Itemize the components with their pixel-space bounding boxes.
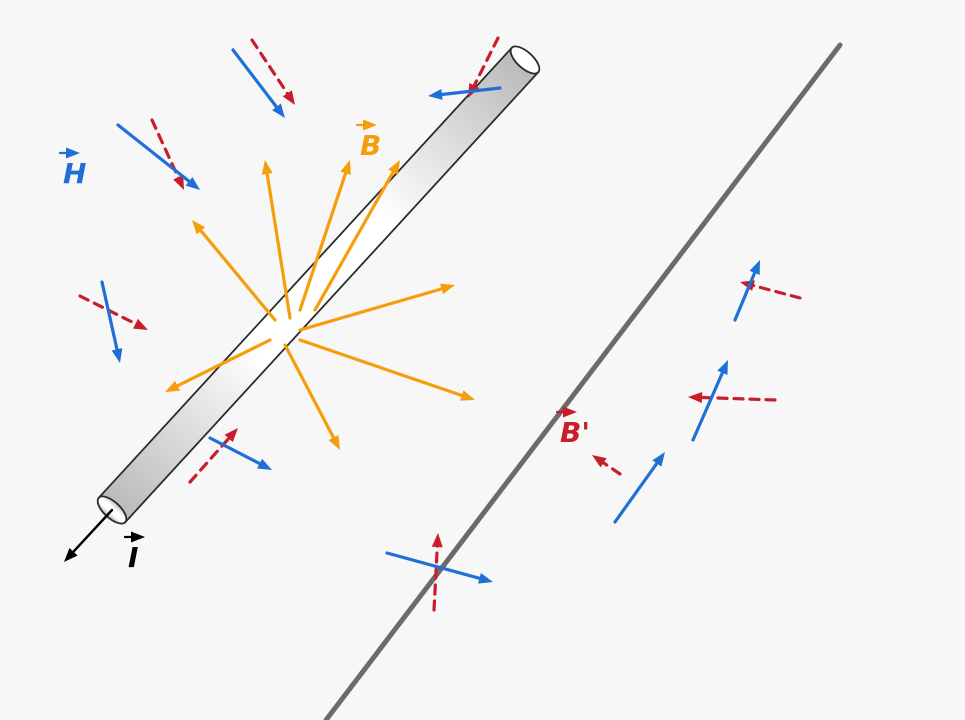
label-B: B — [360, 129, 381, 162]
label-H: H — [63, 157, 86, 190]
label-I-text: I — [128, 541, 138, 574]
label-B-text: B — [360, 129, 381, 162]
label-I: I — [128, 541, 138, 574]
field-diagram: H B B' I — [0, 0, 965, 720]
label-H-text: H — [63, 157, 86, 190]
label-Bprime-text: B' — [560, 416, 590, 449]
label-Bprime: B' — [560, 416, 590, 449]
